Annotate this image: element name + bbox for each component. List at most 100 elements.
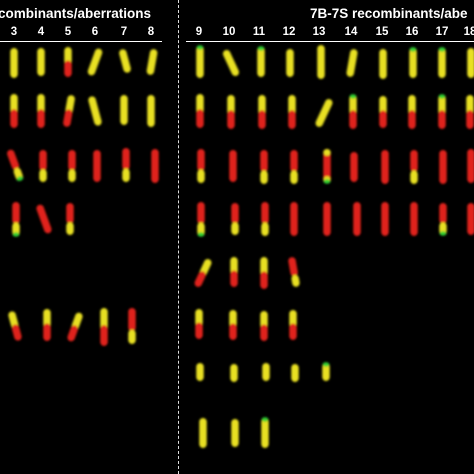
column-label-18: 18 bbox=[463, 26, 474, 38]
chromosome-2 bbox=[37, 48, 45, 76]
chromosome-54 bbox=[410, 150, 418, 184]
chromosome-60 bbox=[290, 202, 298, 236]
chromosome-58 bbox=[231, 203, 239, 235]
column-label-13: 13 bbox=[312, 26, 326, 38]
chromosome-13 bbox=[7, 149, 24, 182]
panel-divider bbox=[178, 0, 179, 474]
chromosome-4 bbox=[87, 48, 103, 76]
chromosome-43 bbox=[379, 96, 387, 128]
chromosome-77 bbox=[262, 363, 270, 381]
chromosome-18 bbox=[151, 149, 159, 183]
chromosome-78 bbox=[291, 364, 299, 382]
chromosome-28 bbox=[222, 49, 240, 77]
chromosome-64 bbox=[410, 202, 418, 236]
chromosome-32 bbox=[346, 49, 358, 77]
chromosome-71 bbox=[195, 309, 203, 339]
column-label-14: 14 bbox=[344, 26, 358, 38]
chromosome-51 bbox=[323, 149, 331, 184]
chromosome-52 bbox=[350, 152, 358, 182]
column-label-16: 16 bbox=[405, 26, 419, 38]
chromosome-12 bbox=[147, 95, 155, 127]
chromosome-41 bbox=[315, 99, 333, 127]
chromosome-25 bbox=[100, 308, 108, 346]
column-label-10: 10 bbox=[222, 26, 236, 38]
chromosome-73 bbox=[260, 311, 268, 341]
chromosome-23 bbox=[43, 309, 51, 341]
chromosome-3 bbox=[64, 47, 72, 77]
chromosome-29 bbox=[257, 46, 265, 77]
chromosome-37 bbox=[196, 94, 204, 128]
chromosome-26 bbox=[128, 308, 136, 344]
chromosome-47 bbox=[197, 149, 205, 183]
chromosome-81 bbox=[231, 419, 239, 447]
chromosome-56 bbox=[467, 149, 474, 183]
chromosome-68 bbox=[230, 257, 238, 287]
chromosome-39 bbox=[258, 95, 266, 129]
chromosome-79 bbox=[322, 362, 330, 381]
column-label-12: 12 bbox=[282, 26, 296, 38]
chromosome-19 bbox=[12, 202, 20, 237]
chromosome-69 bbox=[260, 257, 268, 289]
chromosome-21 bbox=[66, 203, 74, 235]
chromosome-70 bbox=[288, 257, 300, 287]
chromosome-49 bbox=[260, 150, 268, 184]
chromosome-20 bbox=[36, 204, 52, 234]
chromosome-15 bbox=[68, 150, 76, 182]
column-label-9: 9 bbox=[195, 26, 203, 38]
chromosome-8 bbox=[37, 94, 45, 128]
column-label-8: 8 bbox=[147, 26, 155, 38]
column-label-17: 17 bbox=[435, 26, 449, 38]
chromosome-7 bbox=[10, 94, 18, 128]
chromosome-66 bbox=[467, 203, 474, 235]
column-label-15: 15 bbox=[375, 26, 389, 38]
chromosome-74 bbox=[289, 310, 297, 340]
column-label-7: 7 bbox=[120, 26, 128, 38]
chromosome-48 bbox=[229, 150, 237, 182]
chromosome-22 bbox=[8, 311, 22, 341]
chromosome-50 bbox=[290, 150, 298, 184]
chromosome-62 bbox=[353, 202, 361, 236]
chromosome-82 bbox=[261, 417, 269, 448]
chromosome-11 bbox=[120, 95, 128, 125]
chromosome-35 bbox=[438, 47, 446, 78]
chromosome-59 bbox=[261, 202, 269, 236]
chromosome-55 bbox=[439, 150, 447, 184]
chromosome-6 bbox=[146, 49, 158, 75]
chromosome-36 bbox=[467, 48, 474, 78]
chromosome-57 bbox=[197, 202, 205, 237]
column-label-11: 11 bbox=[252, 26, 266, 38]
chromosome-10 bbox=[88, 96, 102, 126]
chromosome-34 bbox=[409, 47, 417, 78]
chromosome-16 bbox=[93, 150, 101, 182]
chromosome-31 bbox=[317, 45, 325, 79]
chromosome-72 bbox=[229, 310, 237, 340]
chromosome-76 bbox=[230, 364, 238, 382]
chromosome-38 bbox=[227, 95, 235, 129]
column-label-6: 6 bbox=[91, 26, 99, 38]
right-header-rule bbox=[186, 41, 474, 42]
chromosome-14 bbox=[39, 150, 47, 182]
chromosome-9 bbox=[63, 95, 75, 127]
chromosome-1 bbox=[10, 48, 18, 78]
chromosome-24 bbox=[67, 312, 83, 342]
chromosome-5 bbox=[119, 49, 131, 73]
left-panel-title: combinants/aberrations bbox=[0, 6, 152, 21]
chromosome-45 bbox=[438, 94, 446, 129]
chromosome-63 bbox=[381, 202, 389, 236]
column-label-4: 4 bbox=[37, 26, 45, 38]
chromosome-80 bbox=[199, 418, 207, 448]
chromosome-65 bbox=[439, 203, 447, 236]
left-header-rule bbox=[0, 41, 162, 42]
chromosome-46 bbox=[466, 95, 474, 129]
column-label-3: 3 bbox=[10, 26, 18, 38]
chromosome-33 bbox=[379, 49, 387, 79]
chromosome-44 bbox=[408, 95, 416, 129]
column-label-5: 5 bbox=[64, 26, 72, 38]
chromosome-27 bbox=[196, 45, 204, 78]
chromosome-53 bbox=[381, 150, 389, 184]
chromosome-75 bbox=[196, 363, 204, 381]
chromosome-61 bbox=[323, 202, 331, 236]
chromosome-67 bbox=[194, 259, 212, 287]
